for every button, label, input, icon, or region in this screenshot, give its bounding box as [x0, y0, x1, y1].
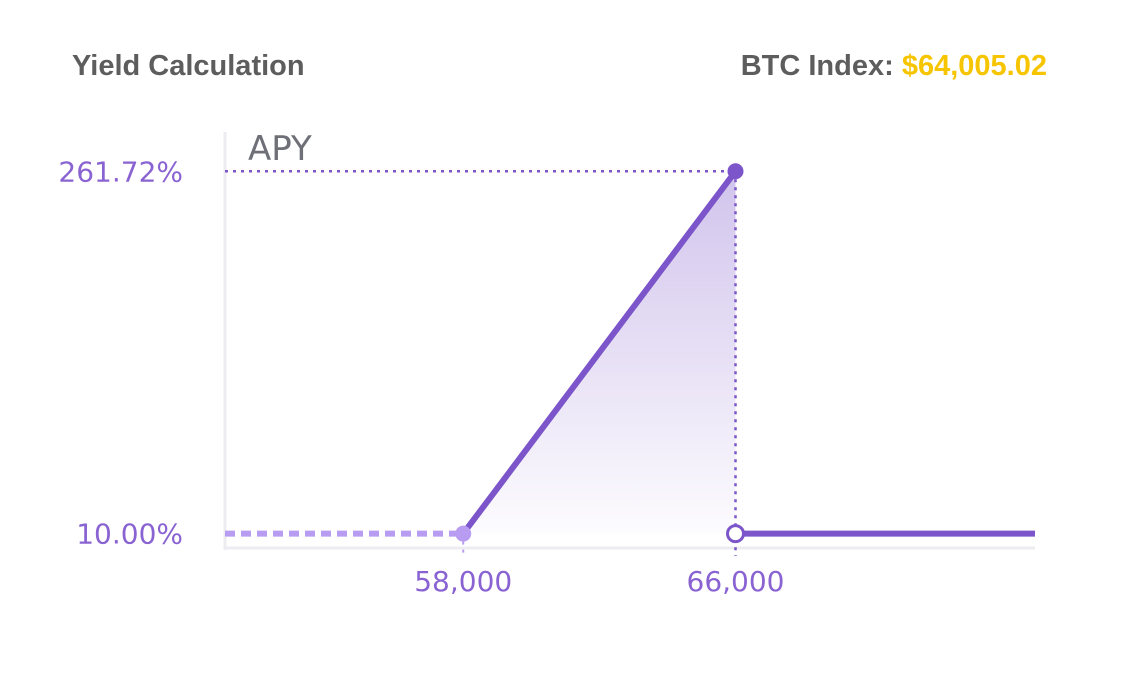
y-axis-label: APY: [248, 129, 312, 169]
btc-index-value: $64,005.02: [901, 50, 1047, 82]
y-tick-label: 261.72%: [58, 155, 183, 188]
x-tick-label: 58,000: [414, 565, 512, 598]
low-strike-point: [455, 525, 472, 542]
chart-title: Yield Calculation: [72, 50, 305, 82]
btc-index-label: BTC Index:: [740, 50, 894, 82]
strike-open-point: [726, 524, 746, 544]
btc-index: BTC Index: $64,005.02: [741, 50, 1047, 83]
apy-rising-line: [460, 168, 739, 537]
y-tick-label: 10.00%: [76, 518, 183, 551]
x-tick-label: 66,000: [687, 565, 785, 598]
max-apy-point: [727, 163, 744, 180]
